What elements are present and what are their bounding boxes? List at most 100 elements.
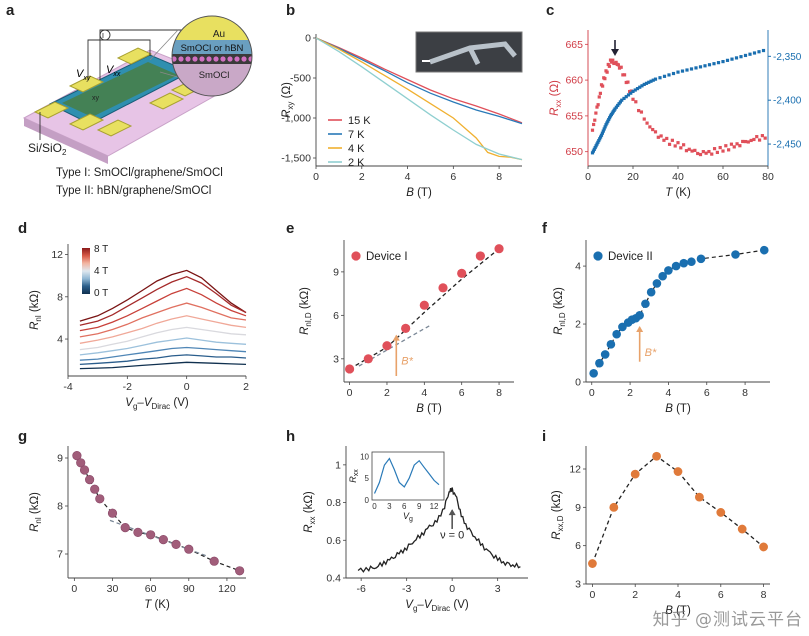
rxy-marker — [644, 81, 649, 85]
y-tick-label: 3 — [575, 579, 581, 591]
rxy-marker — [624, 95, 628, 99]
atom-dot — [213, 56, 219, 62]
legend-label: 2 K — [348, 157, 365, 169]
panel-label-h: h — [286, 428, 296, 445]
rxy-marker — [607, 117, 611, 122]
inset-y-label: Rxx — [348, 469, 360, 483]
data-point — [133, 527, 143, 538]
inset-y-sub: xx — [353, 469, 360, 477]
chart-e: 0 2 4 6 8 3 6 9 B (T) Rnl,D (kΩ) Device I B* — [299, 240, 514, 415]
guide-dashed-line — [76, 455, 240, 572]
rxy-marker — [680, 69, 685, 73]
rxy-marker — [618, 100, 622, 104]
x-tick-label: -6 — [356, 583, 365, 595]
x-axis-var: B — [406, 187, 414, 199]
data-point — [209, 556, 219, 566]
rxx-marker — [735, 142, 739, 146]
x-axis-var: V — [125, 397, 134, 409]
atom-dot — [227, 56, 233, 62]
rxx-marker — [707, 149, 711, 154]
y-axis-var: R — [281, 110, 293, 118]
rxx-marker — [645, 121, 649, 125]
x-axis-sub: g — [133, 402, 137, 411]
x-axis-unit: (T) — [414, 187, 432, 199]
rxx-marker — [665, 136, 669, 141]
rxy-marker — [614, 105, 618, 109]
x-axis-unit: (K) — [151, 599, 170, 611]
x-tick-label: 120 — [218, 583, 236, 595]
x-axis-label: B (T) — [406, 187, 432, 199]
current-source-icon — [99, 29, 111, 41]
rxx-marker — [670, 138, 674, 142]
y-tick-label: 6 — [333, 310, 339, 322]
rxx-marker — [611, 58, 615, 62]
atom-row — [172, 56, 252, 62]
rxy-marker — [602, 127, 606, 131]
rxx-marker — [712, 147, 717, 151]
rxx-marker — [631, 97, 635, 101]
rxy-marker — [620, 98, 624, 102]
chart-i: 0 2 4 6 8 3 6 9 12 B (T) Rxx,D (kΩ) — [551, 446, 770, 617]
data-point — [363, 354, 373, 364]
data-point — [694, 492, 704, 502]
x-tick-label: 40 — [672, 171, 684, 183]
y-axis-var: R — [303, 524, 315, 532]
data-point — [76, 458, 86, 468]
y-axis-sub: xy — [286, 102, 295, 110]
series-line — [79, 354, 247, 366]
x-axis-sub: g — [413, 604, 417, 613]
rxx-marker — [590, 128, 595, 132]
rxy-marker — [761, 48, 766, 53]
data-point — [588, 559, 597, 568]
rxy-marker — [600, 131, 604, 135]
inset-x-tick-label: 9 — [417, 502, 422, 511]
rxy-marker — [603, 125, 607, 129]
chart-c: 0 20 40 60 80 650 655 660 665 T (K) Rxx (Ω) -2,350 -… — [549, 30, 802, 199]
guide-dashed-line — [349, 248, 500, 370]
y-tick-label: -1,000 — [281, 113, 311, 125]
panel-label-c: c — [546, 2, 555, 19]
y2-tick-label: -2,450 — [773, 140, 802, 151]
legend-label: 4 K — [348, 143, 365, 155]
rxy-marker — [757, 50, 761, 54]
rxy-marker — [649, 79, 653, 83]
y-axis-unit: (Ω) — [281, 82, 293, 102]
x-axis-unit: (K) — [672, 187, 691, 199]
series-line-7K — [315, 37, 523, 125]
au-contact — [96, 119, 133, 137]
data-point — [158, 534, 168, 545]
data-point — [589, 369, 598, 378]
x-tick-label: -2 — [123, 381, 132, 393]
series-line — [79, 346, 247, 361]
rxx-marker — [656, 135, 660, 139]
rxy-marker — [594, 144, 598, 148]
y-tick-label: 0.8 — [326, 497, 341, 509]
rxy-marker — [640, 84, 644, 88]
vxx-label: Vxx — [106, 64, 121, 78]
rxx-marker — [605, 70, 609, 74]
rxy-marker — [592, 147, 596, 151]
graphene-layer — [62, 62, 178, 117]
y-axis-sub: nl — [34, 315, 43, 321]
data-point — [90, 484, 100, 494]
rxy-marker — [642, 82, 646, 86]
y-tick-label: 9 — [575, 502, 581, 514]
data-point — [345, 364, 355, 374]
data-point — [600, 350, 610, 359]
rxy-marker — [743, 53, 748, 58]
rxy-marker — [662, 74, 667, 78]
data-point — [696, 254, 706, 264]
rxy-marker — [730, 57, 734, 61]
rxy-marker — [689, 67, 694, 71]
y-axis-var: R — [551, 531, 563, 539]
y-tick-label: 3 — [333, 353, 339, 365]
y-tick-label: 9 — [333, 266, 339, 278]
colorbar-label: 8 T — [94, 244, 108, 255]
y-axis-sub: xx — [308, 516, 317, 524]
data-point — [401, 323, 411, 333]
y-axis-var: R — [549, 108, 561, 116]
y-tick-label: 665 — [565, 39, 583, 51]
x-axis-var: B — [665, 403, 673, 415]
x-tick-label: -4 — [63, 381, 72, 393]
x-axis-label: B (T) — [665, 605, 691, 617]
